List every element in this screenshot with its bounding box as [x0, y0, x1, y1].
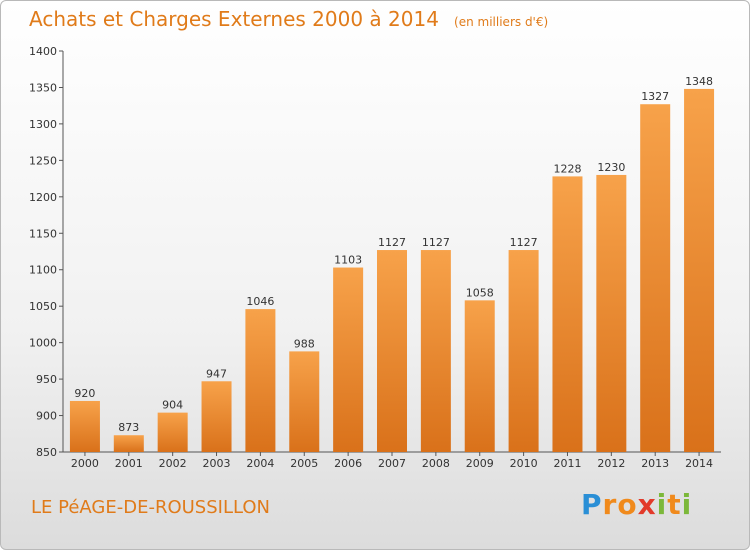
x-tick-label: 2003 — [203, 457, 231, 470]
bar-value-label: 1127 — [378, 236, 406, 249]
bar-value-label: 988 — [294, 337, 315, 350]
x-tick-label: 2004 — [246, 457, 274, 470]
x-tick-label: 2009 — [466, 457, 494, 470]
y-tick-label: 1350 — [29, 81, 57, 94]
bar-value-label: 1228 — [553, 162, 581, 175]
bar — [201, 381, 232, 452]
bar — [552, 176, 583, 453]
chart-title-block: Achats et Charges Externes 2000 à 2014 (… — [29, 7, 548, 31]
bar-value-label: 873 — [118, 421, 139, 434]
bar-value-label: 1103 — [334, 254, 362, 267]
x-tick-label: 2012 — [597, 457, 625, 470]
y-tick-label: 900 — [36, 410, 57, 423]
bar-value-label: 904 — [162, 399, 183, 412]
logo-letter: o — [617, 488, 638, 521]
y-tick-label: 1250 — [29, 154, 57, 167]
bar — [684, 88, 715, 453]
x-tick-label: 2005 — [290, 457, 318, 470]
bar — [289, 351, 320, 452]
x-tick-label: 2013 — [641, 457, 669, 470]
logo-letter: t — [667, 488, 682, 521]
logo-letter: i — [656, 488, 668, 521]
y-tick-label: 1300 — [29, 118, 57, 131]
y-tick-label: 1100 — [29, 264, 57, 277]
bar — [464, 300, 495, 452]
bar-value-label: 1058 — [466, 286, 494, 299]
bar — [157, 412, 188, 452]
bar-value-label: 920 — [74, 387, 95, 400]
bar — [596, 174, 627, 453]
bar — [377, 250, 407, 452]
bar-value-label: 1127 — [422, 236, 450, 249]
y-tick-label: 850 — [36, 446, 57, 459]
bar-value-label: 1327 — [641, 90, 669, 103]
x-tick-label: 2008 — [422, 457, 450, 470]
x-tick-label: 2000 — [71, 457, 99, 470]
bar — [420, 250, 451, 452]
bar-value-label: 1348 — [685, 75, 713, 88]
bar-value-label: 1127 — [510, 236, 538, 249]
y-tick-label: 1050 — [29, 300, 57, 313]
bar — [113, 435, 144, 452]
proxiti-logo: Proxiti — [581, 488, 692, 521]
logo-letter: r — [602, 488, 618, 521]
bar — [508, 250, 539, 452]
y-tick-label: 1200 — [29, 191, 57, 204]
logo-letter: i — [681, 488, 693, 521]
y-tick-label: 1400 — [29, 45, 57, 58]
bar — [245, 309, 276, 452]
bar-value-label: 1046 — [246, 295, 274, 308]
bar — [69, 400, 100, 452]
logo-letter: x — [637, 488, 657, 521]
y-tick-label: 950 — [36, 373, 57, 386]
x-tick-label: 2010 — [510, 457, 538, 470]
chart-subtitle: (en milliers d'€) — [454, 15, 549, 29]
x-tick-label: 2006 — [334, 457, 362, 470]
x-tick-label: 2011 — [553, 457, 581, 470]
x-tick-label: 2007 — [378, 457, 406, 470]
bar-value-label: 947 — [206, 367, 227, 380]
town-name: LE PéAGE-DE-ROUSSILLON — [31, 497, 271, 518]
y-tick-label: 1150 — [29, 227, 57, 240]
bar-value-label: 1230 — [597, 161, 625, 174]
x-tick-label: 2001 — [115, 457, 143, 470]
y-tick-label: 1000 — [29, 337, 57, 350]
bar — [333, 267, 364, 452]
bar — [640, 104, 671, 452]
logo-letter: P — [581, 488, 603, 521]
x-tick-label: 2002 — [159, 457, 187, 470]
chart-title: Achats et Charges Externes 2000 à 2014 — [29, 7, 439, 31]
x-tick-label: 2014 — [685, 457, 713, 470]
